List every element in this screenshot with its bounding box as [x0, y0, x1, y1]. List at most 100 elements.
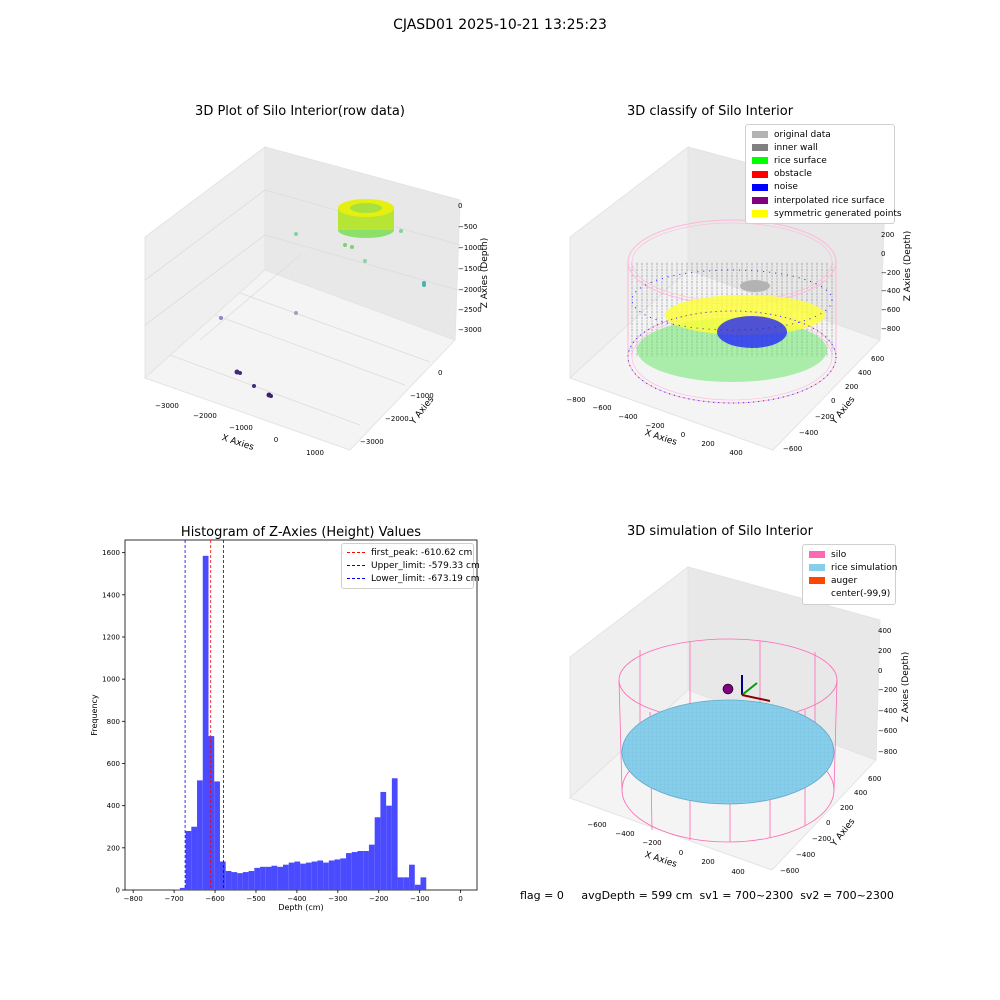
histogram-bar: [420, 877, 427, 890]
histogram-bar: [328, 860, 335, 890]
classify-ztick: −800: [881, 325, 900, 333]
legend-swatch: [752, 144, 768, 152]
simulation-panel-title: 3D simulation of Silo Interior: [627, 524, 813, 539]
histogram-bar: [214, 781, 220, 890]
histogram-x-tick-label: −600: [205, 895, 224, 903]
simulation-ztick: −400: [878, 707, 897, 715]
histogram-chart: Histogram of Z-Axies (Height) Values −80…: [90, 525, 478, 912]
classify-zlabel: Z Axies (Depth): [903, 231, 913, 302]
legend-entry: rice simulation: [809, 561, 897, 574]
classify-ytick: −600: [783, 445, 802, 453]
legend-label: original data: [774, 129, 831, 140]
legend-entry: auger: [809, 574, 889, 587]
histogram-bar: [409, 864, 415, 890]
legend-line: [347, 552, 365, 554]
histogram-bar: [265, 866, 272, 890]
raw-xtick: 0: [274, 436, 278, 444]
classify-xtick: −200: [645, 422, 664, 430]
simulation-ytick: 400: [854, 789, 867, 797]
legend-label: symmetric generated points: [774, 208, 902, 219]
classify-panel-title: 3D classify of Silo Interior: [626, 104, 794, 119]
raw-xtick: 1000: [306, 449, 324, 457]
simulation-zlabel: Z Axies (Depth): [901, 652, 911, 723]
classify-xtick: 400: [729, 449, 742, 457]
simulation-ztick: −800: [878, 748, 897, 756]
histogram-title: Histogram of Z-Axies (Height) Values: [181, 525, 421, 540]
histogram-bar: [271, 865, 278, 890]
simulation-xtick: 400: [731, 868, 744, 876]
histogram-bar: [374, 817, 381, 890]
histogram-bar: [340, 858, 347, 890]
histogram-bar: [185, 830, 192, 890]
histogram-bar: [311, 861, 318, 890]
histogram-bar: [191, 826, 198, 890]
simulation-ytick: 200: [840, 804, 853, 812]
raw-ztick: −1000: [458, 244, 482, 252]
legend-entry: rice surface: [752, 154, 888, 167]
histogram-x-tick-label: −200: [369, 895, 388, 903]
histogram-bar: [363, 850, 369, 890]
classify-xtick: −600: [592, 404, 611, 412]
legend-entry: Lower_limit: -673.19 cm: [347, 572, 479, 585]
histogram-bar: [357, 850, 364, 890]
legend-swatch: [752, 131, 768, 139]
histogram-y-tick-label: 1600: [102, 549, 120, 557]
histogram-bar: [346, 853, 352, 890]
legend-swatch: [809, 577, 825, 585]
histogram-x-tick-label: −300: [328, 895, 347, 903]
raw-panel-title: 3D Plot of Silo Interior(row data): [195, 104, 405, 119]
legend-entry: symmetric generated points: [752, 207, 902, 220]
raw-xtick: −1000: [229, 424, 253, 432]
histogram-bar: [179, 887, 186, 890]
histogram-bar: [391, 778, 398, 890]
legend-label: first_peak: -610.62 cm: [371, 547, 473, 558]
classify-ztick: −200: [881, 269, 900, 277]
histogram-bar: [260, 866, 266, 890]
legend-entry: obstacle: [752, 168, 888, 181]
legend-label: Lower_limit: -673.19 cm: [371, 573, 480, 584]
classify-ytick: 600: [871, 355, 884, 363]
raw-ztick: −2000: [458, 286, 482, 294]
histogram-bar: [294, 861, 301, 890]
legend-line: [347, 578, 365, 580]
histogram-bar: [197, 780, 203, 890]
classify-xtick: 200: [701, 440, 714, 448]
histogram-y-tick-label: 400: [107, 802, 120, 810]
legend-label: center(-99,9): [831, 589, 891, 600]
legend-label: rice simulation: [831, 562, 898, 573]
histogram-bar: [368, 844, 375, 890]
legend-label: noise: [774, 182, 798, 193]
classify-legend: original data inner wall rice surface ob…: [745, 124, 902, 225]
histogram-bar: [288, 862, 295, 890]
histogram-bar: [403, 877, 410, 890]
legend-entry: original data: [752, 128, 888, 141]
histogram-bar: [277, 866, 283, 890]
classify-xtick: −400: [618, 413, 637, 421]
simulation-rice-surface: [621, 699, 835, 805]
raw-ytick: −1000: [410, 392, 434, 400]
histogram-xlabel: Depth (cm): [278, 903, 323, 912]
histogram-bar: [242, 872, 249, 890]
center-marker: [722, 683, 734, 695]
legend-label: Upper_limit: -579.33 cm: [371, 560, 480, 571]
histogram-x-tick-label: −100: [410, 895, 429, 903]
classify-ytick: 400: [858, 369, 871, 377]
histogram-x-ticks: −800 −700 −600 −500 −400 −300 −200 −100 0: [124, 890, 463, 903]
figure-suptitle: CJASD01 2025-10-21 13:25:23: [393, 17, 607, 33]
simulation-ztick: 400: [878, 627, 891, 635]
raw-axes-panes: [144, 146, 461, 451]
classify-xtick: 0: [681, 431, 685, 439]
histogram-bar: [414, 884, 421, 890]
histogram-bar: [380, 791, 387, 890]
simulation-ytick: −200: [812, 835, 831, 843]
histogram-bar: [317, 860, 324, 890]
simulation-ylabel: Y Axies: [829, 817, 858, 850]
simulation-xlabel: X Axies: [643, 850, 678, 870]
histogram-bar: [300, 863, 306, 890]
histogram-bar: [225, 871, 232, 890]
simulation-xtick: 0: [679, 849, 683, 857]
legend-label: rice surface: [774, 155, 827, 166]
histogram-bar: [323, 862, 329, 890]
histogram-x-tick-label: 0: [458, 895, 462, 903]
legend-entry: center(-99,9): [809, 588, 891, 601]
